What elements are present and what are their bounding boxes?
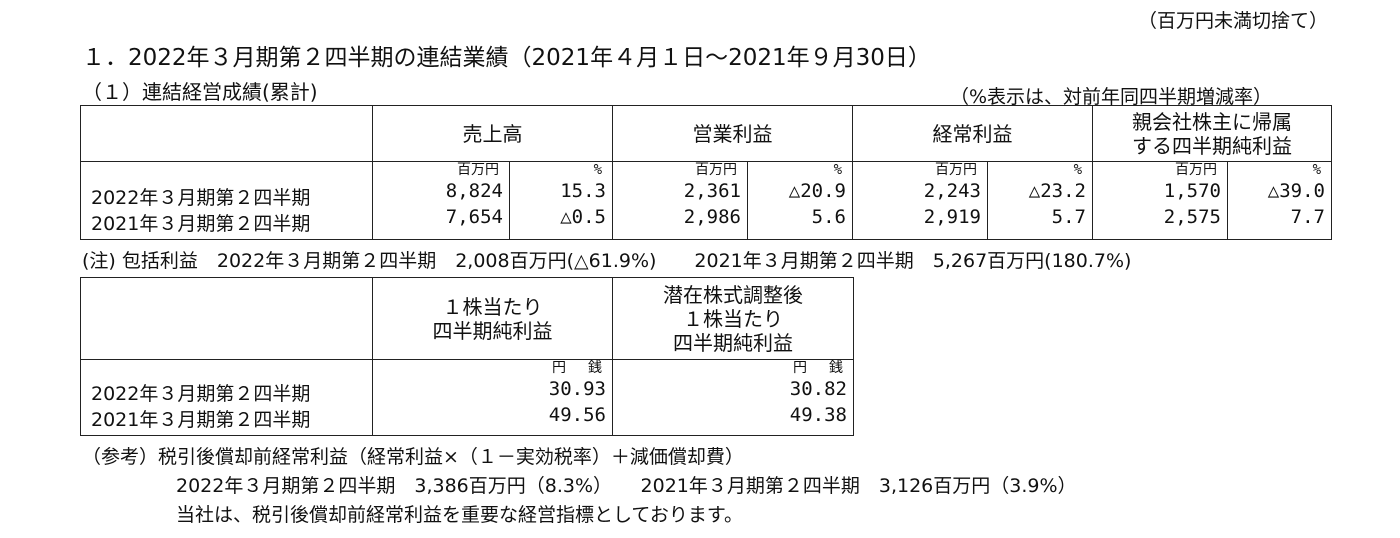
row-labels: 2022年３月期第２四半期 2021年３月期第２四半期	[80, 161, 373, 240]
blank-header-cell	[80, 277, 373, 360]
section-title: １．2022年３月期第２四半期の連結業績（2021年４月１日～2021年９月30…	[82, 45, 931, 71]
eps-cell: 円 銭 30.93 49.56	[372, 359, 613, 436]
unit-million-yen: 百万円	[457, 162, 499, 178]
eps-header: １株当たり 四半期純利益	[372, 277, 613, 360]
diluted-eps-header-line1: 潜在株式調整後	[663, 282, 803, 307]
operating-pct-cell: % △20.9 5.6	[747, 161, 853, 240]
reference-line-3: 当社は、税引後償却前経常利益を重要な経営指標としております。	[176, 504, 743, 526]
operating-prior: 2,986	[683, 206, 741, 228]
blank-header-cell	[80, 105, 373, 162]
row-label-current: 2022年３月期第２四半期	[91, 383, 311, 405]
diluted-eps-prior: 49.38	[789, 404, 847, 426]
per-share-table: １株当たり 四半期純利益 潜在株式調整後 １株当たり 四半期純利益 2022年３…	[80, 277, 854, 436]
ordinary-pct-cell: % △23.2 5.7	[987, 161, 1093, 240]
operating-current: 2,361	[683, 180, 741, 202]
net-income-prior: 2,575	[1163, 206, 1221, 228]
unit-sen: 銭	[829, 360, 843, 376]
reference-line-2: 2022年３月期第２四半期 3,386百万円（8.3%） 2021年３月期第２四…	[176, 475, 1077, 497]
sales-cell: 百万円 8,824 7,654	[372, 161, 510, 240]
sales-pct-current: 15.3	[560, 180, 606, 202]
ordinary-cell: 百万円 2,243 2,919	[852, 161, 988, 240]
net-income-pct-prior: 7.7	[1290, 206, 1325, 228]
diluted-eps-header: 潜在株式調整後 １株当たり 四半期純利益	[612, 277, 854, 360]
unit-percent: %	[1073, 162, 1082, 178]
row-labels: 2022年３月期第２四半期 2021年３月期第２四半期	[80, 359, 373, 436]
unit-million-yen: 百万円	[1175, 162, 1217, 178]
reference-line-1: （参考）税引後償却前経常利益（経常利益×（１－実効税率）＋減価償却費）	[82, 446, 744, 468]
diluted-eps-current: 30.82	[789, 378, 847, 400]
unit-percent: %	[1312, 162, 1321, 178]
unit-million-yen: 百万円	[695, 162, 737, 178]
eps-current: 30.93	[548, 378, 606, 400]
subsection-title: （１）連結経営成績(累計)	[82, 80, 318, 104]
unit-yen: 円	[552, 360, 566, 376]
unit-yen: 円	[793, 360, 807, 376]
rounding-note: （百万円未満切捨て）	[1137, 10, 1328, 32]
eps-header-line1: １株当たり	[442, 294, 543, 319]
diluted-eps-header-line3: 四半期純利益	[673, 330, 793, 355]
unit-million-yen: 百万円	[935, 162, 977, 178]
ordinary-profit-header: 経常利益	[852, 105, 1093, 162]
sales-pct-cell: % 15.3 △0.5	[509, 161, 613, 240]
net-income-header-line2: する四半期純利益	[1132, 133, 1292, 158]
net-income-header: 親会社株主に帰属 する四半期純利益	[1092, 105, 1332, 162]
operating-pct-current: △20.9	[788, 180, 846, 202]
diluted-eps-cell: 円 銭 30.82 49.38	[612, 359, 854, 436]
net-income-pct-current: △39.0	[1267, 180, 1325, 202]
ordinary-pct-current: △23.2	[1028, 180, 1086, 202]
eps-prior: 49.56	[548, 404, 606, 426]
net-income-pct-cell: % △39.0 7.7	[1227, 161, 1332, 240]
sales-current: 8,824	[445, 180, 503, 202]
ordinary-pct-prior: 5.7	[1051, 206, 1086, 228]
net-income-current: 1,570	[1163, 180, 1221, 202]
unit-percent: %	[833, 162, 842, 178]
percentage-note: （%表示は、対前年同四半期増減率）	[950, 86, 1273, 108]
row-label-current: 2022年３月期第２四半期	[91, 187, 311, 209]
operating-pct-prior: 5.6	[811, 206, 846, 228]
sales-prior: 7,654	[445, 206, 503, 228]
unit-sen: 銭	[588, 360, 602, 376]
row-label-prior: 2021年３月期第２四半期	[91, 213, 311, 235]
unit-yen-sen: 円 銭	[613, 360, 847, 376]
unit-yen-sen: 円 銭	[373, 360, 606, 376]
diluted-eps-header-line2: １株当たり	[683, 306, 783, 331]
net-income-header-line1: 親会社株主に帰属	[1132, 109, 1292, 134]
operating-profit-header: 営業利益	[612, 105, 853, 162]
comprehensive-income-note: (注) 包括利益 2022年３月期第２四半期 2,008百万円(△61.9%) …	[82, 250, 1132, 272]
eps-header-line2: 四半期純利益	[432, 318, 553, 343]
net-income-cell: 百万円 1,570 2,575	[1092, 161, 1228, 240]
ordinary-prior: 2,919	[923, 206, 981, 228]
operating-results-table: 売上高 営業利益 経常利益 親会社株主に帰属 する四半期純利益 2022年３月期…	[80, 105, 1332, 240]
ordinary-current: 2,243	[923, 180, 981, 202]
row-label-prior: 2021年３月期第２四半期	[91, 409, 311, 431]
sales-pct-prior: △0.5	[560, 206, 606, 228]
unit-percent: %	[593, 162, 602, 178]
sales-header: 売上高	[372, 105, 613, 162]
operating-cell: 百万円 2,361 2,986	[612, 161, 748, 240]
